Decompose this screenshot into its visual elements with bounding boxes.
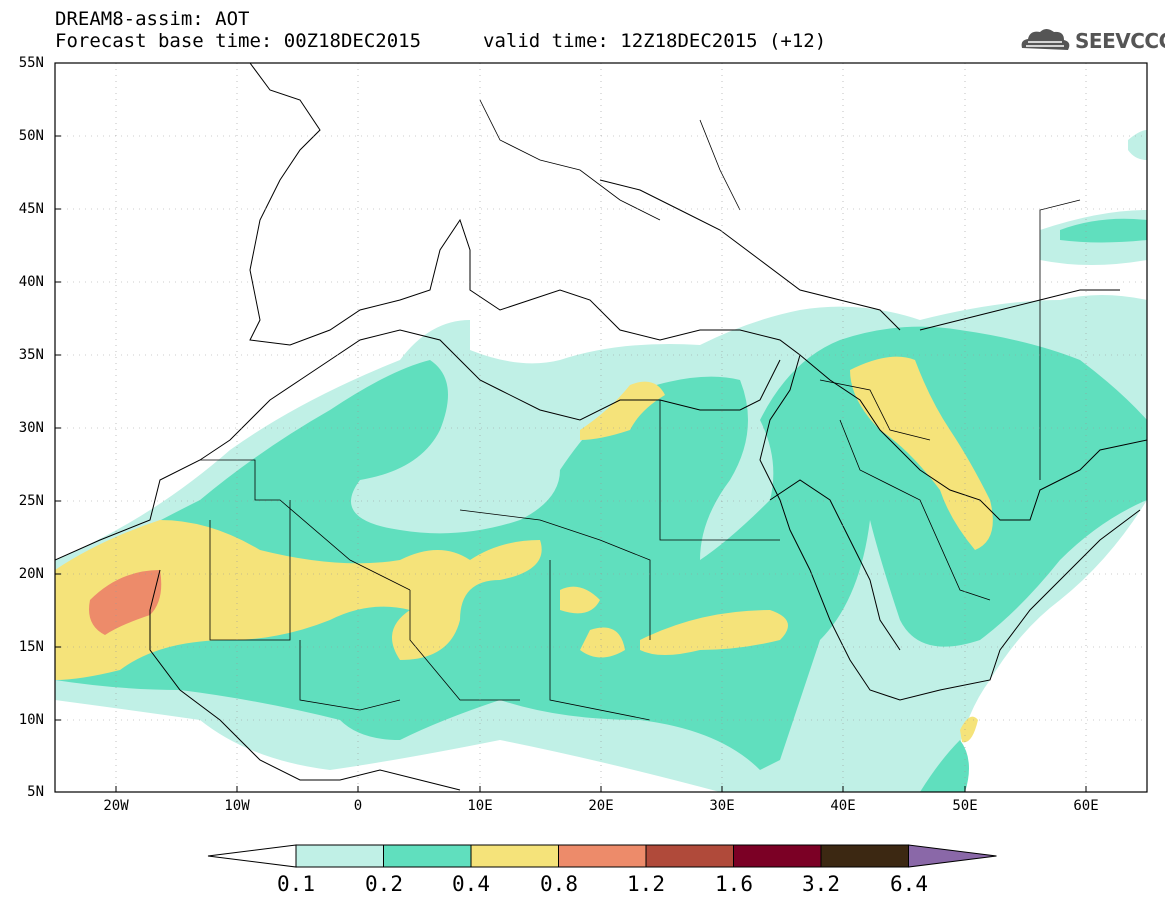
- colorbar-cell: [733, 844, 822, 868]
- colorbar-label: 0.2: [365, 872, 403, 896]
- colorbar-label: 1.6: [715, 872, 753, 896]
- ticks: [55, 135, 1087, 792]
- lon-label: 20E: [588, 798, 614, 814]
- coastlines: [55, 63, 1147, 791]
- aot-fields: [55, 63, 1147, 792]
- colorbar-cell: [645, 844, 734, 868]
- lat-label: 30N: [18, 420, 44, 436]
- lon-label: 60E: [1073, 798, 1099, 814]
- colorbar-cell-below: [207, 844, 297, 868]
- colorbar-label: 1.2: [627, 872, 665, 896]
- aot-band-0.4: [55, 520, 542, 680]
- lat-label: 45N: [18, 201, 44, 217]
- lat-label: 55N: [18, 55, 44, 71]
- colorbar-cell-above: [908, 844, 997, 868]
- lat-label: 35N: [18, 347, 44, 363]
- colorbar-cell: [470, 844, 559, 868]
- lat-label: 5N: [27, 784, 44, 800]
- lon-label: 10E: [467, 798, 493, 814]
- colorbar-label: 0.4: [452, 872, 490, 896]
- lon-label: 30E: [709, 798, 735, 814]
- colorbar-cell: [383, 844, 472, 868]
- colorbar-label: 3.2: [802, 872, 840, 896]
- colorbar-label: 0.8: [540, 872, 578, 896]
- lon-label: 0: [353, 798, 363, 814]
- colorbar-cell: [558, 844, 647, 868]
- aot-band-0.2: [55, 326, 1147, 770]
- lat-label: 15N: [18, 639, 44, 655]
- lon-label: 50E: [952, 798, 978, 814]
- logo-text: SEEVCCC: [1075, 29, 1165, 53]
- forecast-base-time: Forecast base time: 00Z18DEC2015: [55, 30, 422, 52]
- map-title: DREAM8-assim: AOT: [55, 8, 250, 30]
- colorbar-cell: [295, 844, 384, 868]
- lat-label: 20N: [18, 566, 44, 582]
- lat-label: 10N: [18, 712, 44, 728]
- colorbar-label: 6.4: [890, 872, 928, 896]
- lat-label: 25N: [18, 493, 44, 509]
- lat-label: 40N: [18, 274, 44, 290]
- seevccc-cloud-logo-icon: [1021, 29, 1070, 50]
- borders: [200, 99, 1081, 721]
- lon-label: 40E: [830, 798, 856, 814]
- colorbar-label: 0.1: [277, 872, 315, 896]
- lat-label: 50N: [18, 128, 44, 144]
- aot-band-0.8: [89, 570, 162, 635]
- valid-time: valid time: 12Z18DEC2015 (+12): [483, 30, 827, 52]
- colorbar-cell: [820, 844, 909, 868]
- lon-label: 10W: [224, 798, 250, 814]
- graticule: [55, 63, 1147, 792]
- lon-label: 20W: [103, 798, 129, 814]
